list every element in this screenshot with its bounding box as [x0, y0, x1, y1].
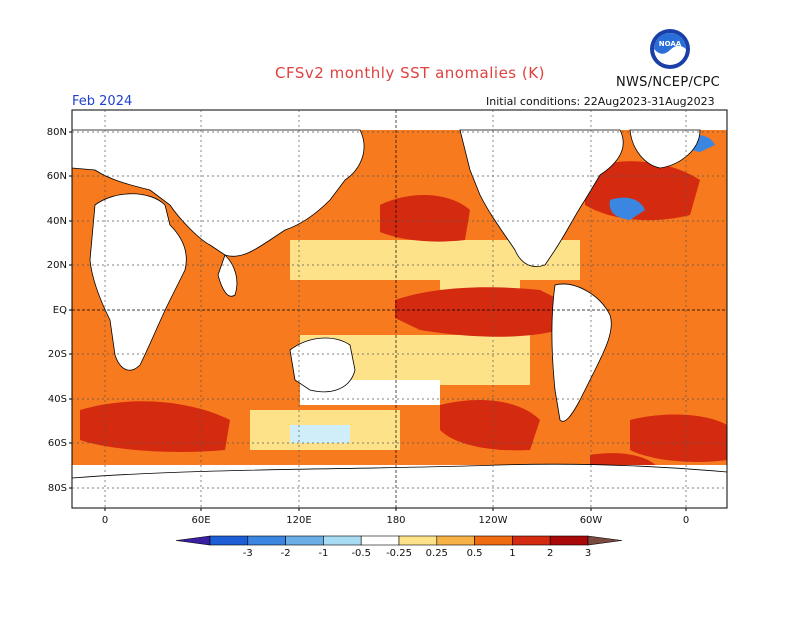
lat-tick-label: EQ	[53, 305, 67, 316]
agency-label: NWS/NCEP/CPC	[616, 75, 721, 90]
south-indian-strong	[80, 401, 230, 452]
equatorial-pacific-strong	[395, 287, 560, 337]
greenland-land	[629, 129, 701, 169]
colorbar-swatch	[247, 535, 286, 546]
colorbar-swatch	[549, 535, 589, 546]
initial-conditions-label: Initial conditions: 22Aug2023-31Aug2023	[486, 95, 715, 108]
colorbar-label: 2	[547, 548, 553, 559]
continents	[72, 129, 727, 508]
colorbar-high-end	[587, 535, 623, 546]
africa-land	[89, 193, 187, 371]
map-title: CFSv2 monthly SST anomalies (K)	[275, 64, 545, 82]
south-tasman-cool	[290, 425, 350, 443]
colorbar-label: 3	[585, 548, 591, 559]
eurasia-land	[72, 129, 365, 257]
lon-tick-label: 180	[386, 515, 405, 526]
northeast-pacific-strong	[380, 194, 470, 242]
colorbar-swatch	[285, 535, 324, 546]
lat-tick-label: 20S	[48, 349, 67, 360]
colorbar-swatch	[398, 535, 438, 546]
south-america-land	[551, 283, 612, 422]
australia-land	[289, 337, 356, 393]
lon-tick-label: 120E	[286, 515, 311, 526]
colorbar-swatch	[323, 535, 362, 546]
colorbar-label: 0.25	[426, 548, 448, 559]
valid-date-label: Feb 2024	[72, 94, 133, 109]
anomaly-field	[72, 129, 727, 508]
lon-tick-label: 120W	[479, 515, 508, 526]
colorbar-label: 1	[509, 548, 515, 559]
lat-tick-label: 20N	[47, 260, 67, 271]
south-pacific-strong	[440, 400, 540, 451]
lat-tick-label: 40S	[48, 394, 67, 405]
colorbar-label: -0.5	[351, 548, 371, 559]
east-pacific-pale	[440, 260, 520, 290]
colorbar-label: -2	[281, 548, 291, 559]
colorbar: -3 -2 -1 -0.5 -0.25 0.25 0.5 1 2 3	[175, 535, 623, 559]
lat-tick-label: 40N	[47, 216, 67, 227]
colorbar-label: 0.5	[467, 548, 483, 559]
north-america-land	[459, 129, 624, 267]
lon-tick-label: 0	[102, 515, 108, 526]
colorbar-label: -3	[243, 548, 253, 559]
longitude-labels: 0 60E 120E 180 120W 60W 0	[102, 508, 689, 526]
lon-tick-label: 60E	[191, 515, 210, 526]
lat-tick-label: 80N	[47, 127, 67, 138]
colorbar-swatch	[436, 535, 475, 546]
lat-tick-label: 60S	[48, 438, 67, 449]
lon-tick-label: 0	[683, 515, 689, 526]
north-atlantic-cool	[609, 197, 645, 220]
lon-tick-label: 60W	[580, 515, 603, 526]
lat-tick-label: 60N	[47, 171, 67, 182]
antarctica-land	[72, 463, 727, 508]
map-gridlines	[72, 110, 727, 508]
noaa-logo-icon: NOAA	[650, 29, 690, 69]
colorbar-swatch	[209, 535, 249, 546]
lat-tick-label: 80S	[48, 483, 67, 494]
colorbar-swatch	[474, 535, 513, 546]
colorbar-label: -1	[318, 548, 328, 559]
colorbar-low-end	[175, 535, 211, 546]
south-atlantic-strong	[630, 414, 727, 462]
map-border	[71, 109, 728, 509]
latitude-labels: 80N 60N 40N 20N EQ 20S 40S 60S 80S	[47, 127, 72, 494]
colorbar-swatch	[512, 535, 551, 546]
colorbar-label: -0.25	[386, 548, 412, 559]
colorbar-swatch	[360, 535, 400, 546]
noaa-logo-text: NOAA	[659, 40, 682, 48]
